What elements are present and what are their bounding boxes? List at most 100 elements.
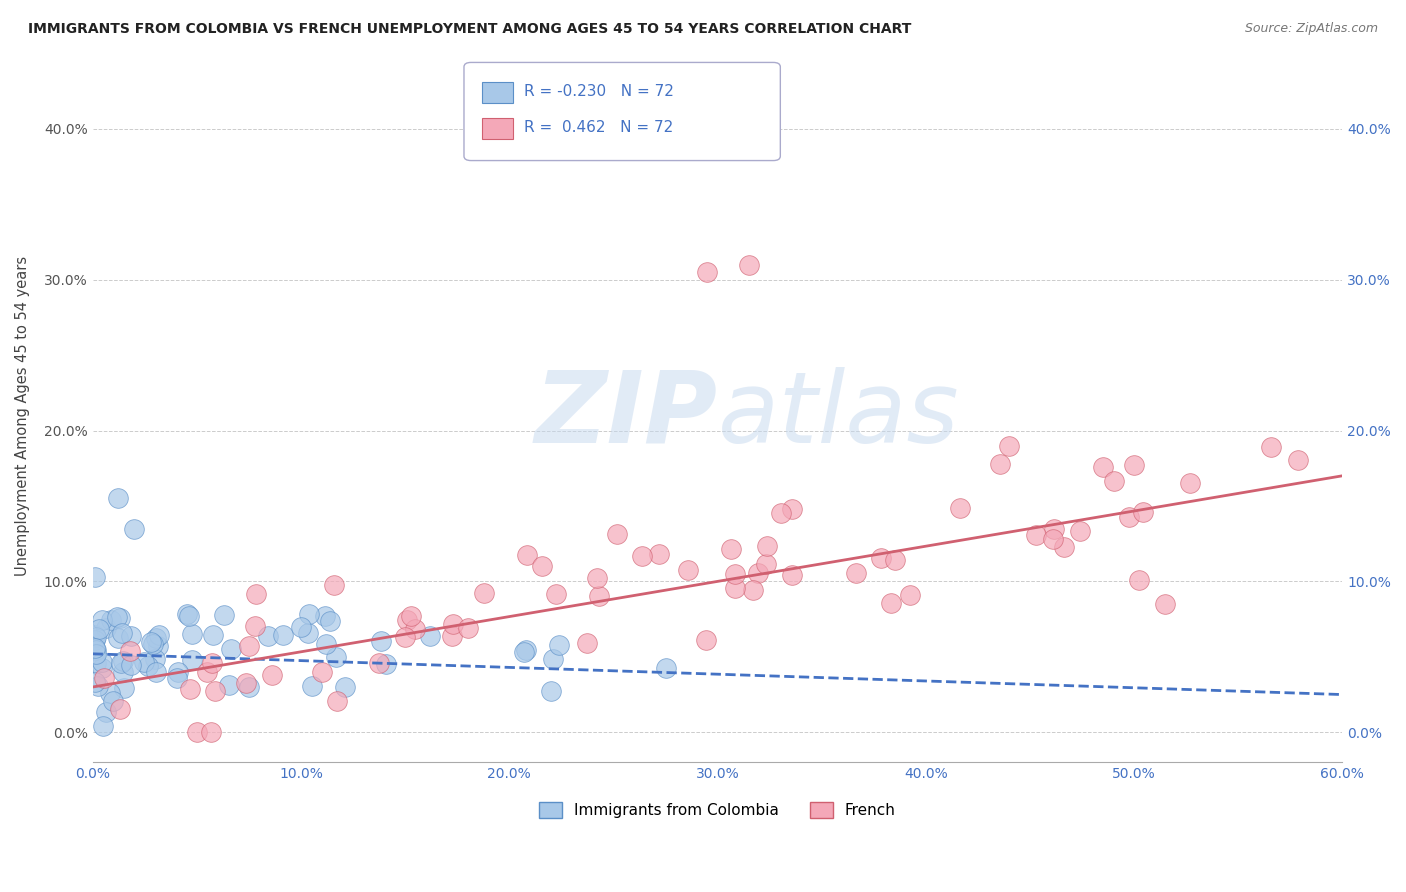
Point: [315, 637, 337, 651]
Point: [120, 658, 142, 673]
Point: [238, 639, 260, 653]
Point: [586, 571, 609, 585]
Point: [1260, 440, 1282, 454]
Point: [273, 628, 295, 642]
Point: [399, 608, 422, 623]
Point: [1178, 475, 1201, 490]
Point: [780, 502, 803, 516]
Point: [755, 557, 778, 571]
Point: [262, 668, 284, 682]
Point: [238, 680, 260, 694]
Point: [124, 522, 146, 536]
Point: [84, 647, 107, 661]
Point: [311, 665, 333, 680]
Point: [990, 457, 1012, 471]
Point: [91, 613, 114, 627]
Point: [419, 630, 441, 644]
Point: [998, 439, 1021, 453]
Point: [1104, 474, 1126, 488]
Point: [100, 686, 122, 700]
Point: [145, 665, 167, 680]
Point: [696, 265, 718, 279]
Point: [441, 629, 464, 643]
Point: [90, 656, 112, 670]
Point: [374, 657, 396, 671]
Point: [530, 558, 553, 573]
Point: [91, 719, 114, 733]
Text: Source: ZipAtlas.com: Source: ZipAtlas.com: [1244, 22, 1378, 36]
Text: R =  0.462   N = 72: R = 0.462 N = 72: [524, 120, 673, 135]
Point: [118, 643, 141, 657]
Point: [142, 637, 165, 651]
Point: [472, 586, 495, 600]
Point: [143, 651, 166, 665]
Point: [541, 652, 564, 666]
Point: [200, 725, 222, 739]
Point: [655, 661, 678, 675]
Point: [1091, 459, 1114, 474]
Point: [1122, 458, 1144, 473]
Point: [1043, 521, 1066, 535]
Point: [298, 607, 321, 621]
Point: [83, 569, 105, 583]
Point: [515, 642, 537, 657]
Point: [245, 619, 267, 633]
Text: IMMIGRANTS FROM COLOMBIA VS FRENCH UNEMPLOYMENT AMONG AGES 45 TO 54 YEARS CORREL: IMMIGRANTS FROM COLOMBIA VS FRENCH UNEMP…: [28, 22, 911, 37]
Text: R = -0.230   N = 72: R = -0.230 N = 72: [524, 85, 675, 99]
Point: [132, 656, 155, 670]
Point: [396, 613, 419, 627]
Point: [101, 693, 124, 707]
Point: [136, 659, 159, 673]
Point: [221, 642, 243, 657]
Point: [218, 678, 240, 692]
Point: [107, 632, 129, 646]
Point: [326, 694, 349, 708]
Point: [256, 629, 278, 643]
Point: [1132, 504, 1154, 518]
Point: [513, 645, 536, 659]
Point: [94, 705, 117, 719]
Point: [898, 588, 921, 602]
Point: [107, 491, 129, 506]
Point: [110, 611, 132, 625]
Point: [108, 702, 131, 716]
Point: [870, 550, 893, 565]
Point: [544, 587, 567, 601]
Point: [780, 567, 803, 582]
Point: [720, 542, 742, 557]
Point: [737, 258, 759, 272]
Point: [1053, 540, 1076, 554]
Text: ZIP: ZIP: [534, 367, 717, 464]
Point: [516, 548, 538, 562]
Point: [166, 671, 188, 685]
Point: [111, 626, 134, 640]
Point: [314, 608, 336, 623]
Point: [180, 627, 202, 641]
Point: [111, 665, 134, 679]
Point: [86, 642, 108, 657]
Point: [1286, 453, 1309, 467]
Point: [167, 665, 190, 679]
Point: [146, 639, 169, 653]
Point: [83, 632, 105, 647]
Point: [105, 610, 128, 624]
Point: [747, 566, 769, 580]
Point: [1118, 510, 1140, 524]
Point: [547, 638, 569, 652]
Point: [1154, 597, 1177, 611]
Point: [676, 563, 699, 577]
Point: [880, 596, 903, 610]
Point: [333, 680, 356, 694]
Point: [84, 656, 107, 670]
Point: [845, 566, 868, 580]
Point: [457, 621, 479, 635]
Point: [724, 581, 747, 595]
Point: [1128, 573, 1150, 587]
Point: [90, 661, 112, 675]
Text: atlas: atlas: [717, 367, 959, 464]
Point: [111, 654, 134, 668]
Point: [195, 665, 218, 679]
Point: [93, 671, 115, 685]
Point: [742, 582, 765, 597]
Point: [301, 680, 323, 694]
